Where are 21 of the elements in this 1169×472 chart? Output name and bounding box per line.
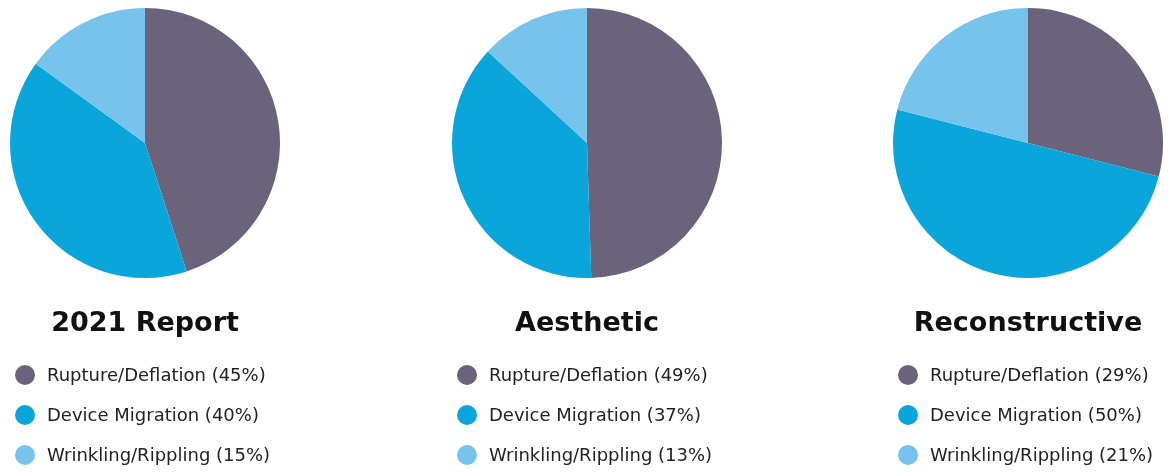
pie-slice	[1028, 8, 1163, 177]
legend-label: Rupture/Deflation (45%)	[47, 364, 266, 386]
text: 2021 Report	[51, 306, 239, 338]
pie-slice	[145, 8, 280, 272]
legend-label: Device Migration (37%)	[489, 404, 701, 426]
legend-label: Rupture/Deflation (49%)	[489, 364, 708, 386]
pie-slice	[35, 8, 145, 143]
legend-label: Wrinkling/Rippling (13%)	[489, 444, 713, 466]
pie-slice	[487, 8, 587, 143]
legend-label: Device Migration (50%)	[930, 404, 1142, 426]
legend-label: Device Migration (40%)	[47, 404, 259, 426]
legend-label: Rupture/Deflation (29%)	[930, 364, 1149, 386]
pie-slice	[893, 109, 1159, 278]
legend-label: Wrinkling/Rippling (21%)	[930, 444, 1154, 466]
text: Aesthetic	[515, 306, 659, 338]
legend-label: Wrinkling/Rippling (15%)	[47, 444, 271, 466]
pie-slice	[897, 8, 1028, 143]
pie-slice	[10, 63, 187, 278]
text: Reconstructive	[913, 306, 1143, 338]
pie-slice	[452, 51, 592, 278]
pie-slice	[587, 8, 722, 278]
